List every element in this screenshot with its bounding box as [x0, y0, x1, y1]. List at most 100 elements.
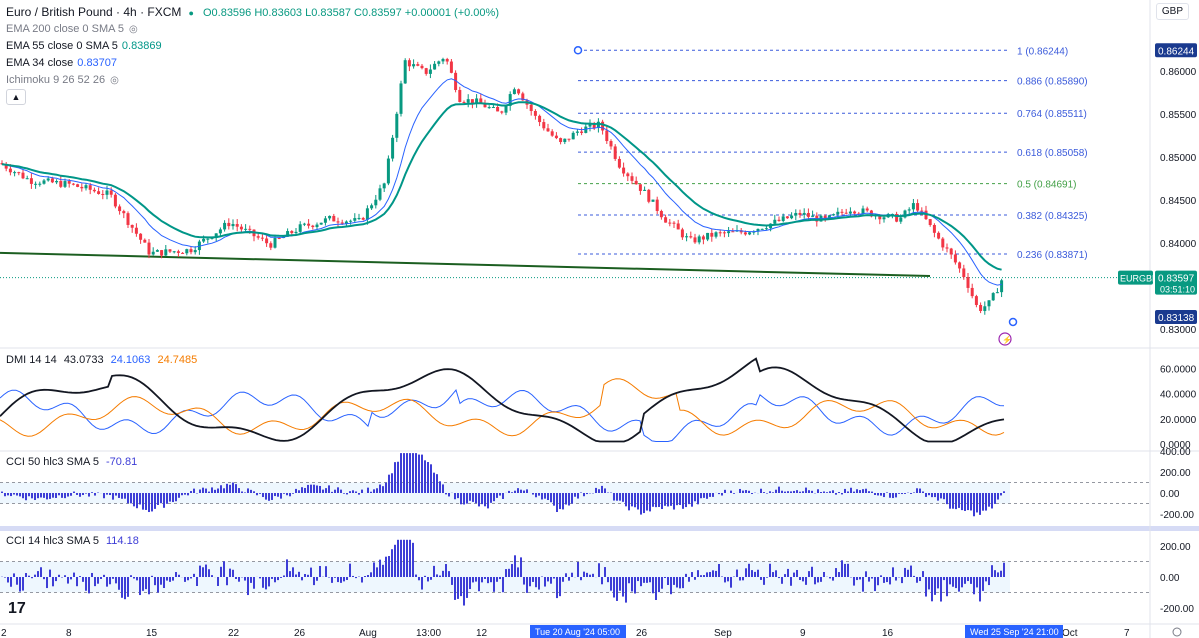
eye-hidden-icon[interactable]: ◎	[110, 75, 119, 86]
cci50-bar	[406, 453, 408, 493]
symbol-title[interactable]: Euro / British Pound · 4h · FXCM	[6, 5, 182, 19]
cci50-bar	[850, 487, 852, 493]
cci14-bar	[58, 574, 60, 577]
cci14-bar	[673, 577, 675, 585]
cci50-bar	[241, 491, 243, 493]
candle-body	[168, 249, 172, 252]
cci50-bar	[145, 493, 147, 510]
cci50-bar	[637, 493, 639, 510]
cci14-bar	[463, 577, 465, 606]
cci50-bar	[796, 490, 798, 493]
collapse-legend-button[interactable]: ▲	[6, 89, 26, 105]
eye-hidden-icon[interactable]: ◎	[129, 24, 138, 35]
symbol-tag: EURGBP	[1120, 274, 1158, 284]
cci50-bar	[670, 493, 672, 506]
cci50-bar	[925, 493, 927, 497]
cci50-bar	[658, 493, 660, 507]
indicator-ichimoku[interactable]: Ichimoku 9 26 52 26 ◎	[6, 74, 119, 86]
dmi-plus-line	[0, 388, 1005, 442]
candle-body	[596, 121, 600, 129]
candle-body	[731, 231, 735, 233]
dmi-legend[interactable]: DMI 14 14 43.0733 24.1063 24.7485	[6, 354, 197, 366]
cci14-bar	[952, 577, 954, 587]
fib-level-label: 0.382 (0.84325)	[1017, 211, 1088, 222]
cci14-bar	[529, 577, 531, 587]
cci14-bar	[565, 573, 567, 577]
tradingview-logo[interactable]: 17	[8, 600, 26, 617]
cci50-bar	[469, 493, 471, 501]
cci50-bar	[457, 493, 459, 499]
candle-body	[714, 232, 718, 237]
cci50-bar	[82, 493, 84, 496]
cci14-legend[interactable]: CCI 14 hlc3 SMA 5 114.18	[6, 535, 139, 547]
cci50-bar	[661, 493, 663, 510]
cci50-bar	[676, 493, 678, 506]
cci14-bar	[895, 577, 897, 581]
cci50-bar	[193, 488, 195, 493]
cci14-bar	[757, 569, 759, 577]
cci50-bar	[22, 493, 24, 499]
cci50-bar	[904, 493, 906, 494]
candle-body	[781, 216, 785, 221]
candle-body	[664, 217, 668, 223]
cci50-bar	[706, 493, 708, 499]
candle-body	[294, 231, 298, 234]
cci14-bar	[115, 577, 117, 584]
dmi-minus-line	[0, 378, 1005, 437]
candle-body	[185, 249, 189, 254]
indicator-ichimoku-label: Ichimoku 9 26 52 26	[6, 74, 106, 86]
cci14-bar	[904, 567, 906, 577]
cci50-bar	[688, 493, 690, 505]
cci14-bar	[946, 577, 948, 597]
cci50-bar	[673, 493, 675, 510]
cci50-bar	[856, 489, 858, 493]
candle-body	[218, 229, 222, 234]
cci14-bar	[478, 577, 480, 592]
candle-body	[25, 178, 29, 180]
cci14-bar	[892, 567, 894, 577]
indicator-ema34[interactable]: EMA 34 close 0.83707	[6, 57, 117, 69]
cci50-bar	[148, 493, 150, 513]
cci14-bar	[175, 572, 177, 577]
cci50-bar	[574, 493, 576, 497]
candle-body	[155, 250, 159, 252]
currency-button[interactable]: GBP	[1155, 3, 1189, 20]
candle-body	[592, 123, 596, 129]
cci50-bar	[526, 489, 528, 493]
cci14-bar	[814, 577, 816, 585]
cci50-bar	[271, 493, 273, 500]
time-tick-label: 13:00	[416, 628, 441, 638]
dmi-plus-value: 24.1063	[110, 354, 151, 366]
cci50-bar	[424, 460, 426, 493]
cci14-bar	[445, 564, 447, 577]
cci50-bar	[952, 493, 954, 509]
cci50-bar	[970, 493, 972, 511]
cci14-bar	[205, 564, 207, 577]
indicator-ema200[interactable]: EMA 200 close 0 SMA 5 ◎	[6, 23, 138, 35]
cci14-bar	[682, 577, 684, 589]
cci50-legend[interactable]: CCI 50 hlc3 SMA 5 -70.81	[6, 456, 137, 468]
cci14-bar	[583, 571, 585, 577]
cci14-bar	[508, 568, 510, 577]
cci14-bar	[619, 577, 621, 591]
cci14-bar	[685, 573, 687, 577]
cci14-bar	[262, 577, 264, 588]
indicator-ema55[interactable]: EMA 55 close 0 SMA 5 0.83869	[6, 40, 162, 52]
cci50-bar	[556, 493, 558, 513]
candle-body	[895, 213, 899, 222]
price-tick-label: 0.84000	[1160, 239, 1197, 250]
cci14-bar	[664, 577, 666, 579]
cci50-bar	[304, 487, 306, 493]
cci14-bar	[97, 577, 99, 584]
candle-body	[563, 138, 567, 143]
cci50-bar	[79, 493, 81, 497]
cci14-bar	[646, 577, 648, 583]
cci14-bar	[268, 577, 270, 587]
cci14-bar	[244, 577, 246, 581]
cci50-bar	[112, 493, 114, 500]
cci50-bar	[892, 493, 894, 499]
cci50-bar	[142, 493, 144, 510]
cci50-bar	[421, 454, 423, 493]
cci14-bar	[346, 577, 348, 580]
